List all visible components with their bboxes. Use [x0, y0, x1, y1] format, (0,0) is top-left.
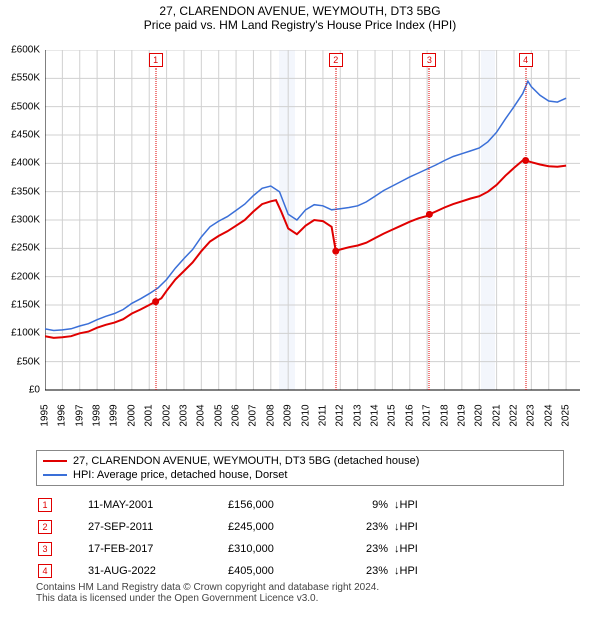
- transaction-row: 227-SEP-2011£245,00023%↓ HPI: [36, 516, 564, 538]
- y-tick-label: £350K: [0, 186, 40, 197]
- event-line: [335, 68, 336, 390]
- transaction-row: 431-AUG-2022£405,00023%↓ HPI: [36, 560, 564, 582]
- y-tick-label: £200K: [0, 271, 40, 282]
- x-tick-label: 2002: [161, 404, 172, 426]
- transaction-number: 3: [38, 542, 52, 556]
- x-tick-label: 2017: [422, 404, 433, 426]
- legend-swatch: [43, 474, 67, 476]
- legend-swatch: [43, 460, 67, 462]
- title-block: 27, CLARENDON AVENUE, WEYMOUTH, DT3 5BG …: [0, 0, 600, 32]
- x-tick-label: 2007: [248, 404, 259, 426]
- legend-item: 27, CLARENDON AVENUE, WEYMOUTH, DT3 5BG …: [43, 454, 557, 468]
- transaction-number: 1: [38, 498, 52, 512]
- transaction-date: 11-MAY-2001: [88, 499, 228, 511]
- transaction-date: 27-SEP-2011: [88, 521, 228, 533]
- x-tick-label: 2014: [370, 404, 381, 426]
- x-tick-label: 1997: [74, 404, 85, 426]
- x-tick-label: 2025: [561, 404, 572, 426]
- x-tick-label: 2011: [317, 405, 328, 427]
- title-line-2: Price paid vs. HM Land Registry's House …: [0, 18, 600, 32]
- y-tick-label: £300K: [0, 215, 40, 226]
- transaction-price: £405,000: [228, 565, 328, 577]
- x-tick-label: 2008: [265, 404, 276, 426]
- x-tick-label: 2001: [144, 404, 155, 426]
- legend: 27, CLARENDON AVENUE, WEYMOUTH, DT3 5BG …: [36, 450, 564, 486]
- y-tick-label: £250K: [0, 243, 40, 254]
- transaction-row: 111-MAY-2001£156,0009%↓ HPI: [36, 494, 564, 516]
- x-tick-label: 2000: [126, 404, 137, 426]
- x-tick-label: 2013: [352, 404, 363, 426]
- x-tick-label: 2009: [283, 404, 294, 426]
- legend-label: 27, CLARENDON AVENUE, WEYMOUTH, DT3 5BG …: [73, 455, 419, 467]
- event-number-box: 3: [422, 53, 436, 67]
- footer-line-1: Contains HM Land Registry data © Crown c…: [36, 582, 379, 593]
- transaction-date: 31-AUG-2022: [88, 565, 228, 577]
- transaction-hpi-label: HPI: [400, 521, 418, 533]
- y-tick-label: £150K: [0, 300, 40, 311]
- x-tick-label: 2015: [387, 404, 398, 426]
- x-tick-label: 2018: [439, 404, 450, 426]
- x-tick-label: 1995: [40, 404, 51, 426]
- chart-plot-area: £0£50K£100K£150K£200K£250K£300K£350K£400…: [45, 50, 580, 406]
- x-tick-label: 2022: [508, 404, 519, 426]
- transaction-price: £310,000: [228, 543, 328, 555]
- event-number-box: 2: [329, 53, 343, 67]
- transaction-delta: 23%: [328, 565, 394, 577]
- transaction-table: 111-MAY-2001£156,0009%↓ HPI227-SEP-2011£…: [36, 494, 564, 582]
- event-line: [525, 68, 526, 390]
- y-tick-label: £50K: [0, 356, 40, 367]
- event-number-box: 4: [519, 53, 533, 67]
- x-tick-label: 2019: [456, 404, 467, 426]
- x-tick-label: 2023: [526, 404, 537, 426]
- footer-line-2: This data is licensed under the Open Gov…: [36, 593, 379, 604]
- transaction-hpi-label: HPI: [400, 499, 418, 511]
- transaction-number: 4: [38, 564, 52, 578]
- transaction-price: £245,000: [228, 521, 328, 533]
- x-tick-label: 2012: [335, 404, 346, 426]
- x-tick-label: 2003: [178, 404, 189, 426]
- transaction-number: 2: [38, 520, 52, 534]
- transaction-hpi-label: HPI: [400, 543, 418, 555]
- transaction-delta: 23%: [328, 521, 394, 533]
- x-tick-label: 1996: [57, 404, 68, 426]
- x-tick-label: 1999: [109, 404, 120, 426]
- event-number-box: 1: [149, 53, 163, 67]
- title-line-1: 27, CLARENDON AVENUE, WEYMOUTH, DT3 5BG: [0, 4, 600, 18]
- chart-container: 27, CLARENDON AVENUE, WEYMOUTH, DT3 5BG …: [0, 0, 600, 620]
- y-tick-label: £450K: [0, 130, 40, 141]
- y-tick-label: £600K: [0, 45, 40, 56]
- transaction-delta: 9%: [328, 499, 394, 511]
- event-line: [429, 68, 430, 390]
- y-tick-label: £500K: [0, 101, 40, 112]
- transaction-hpi-label: HPI: [400, 565, 418, 577]
- legend-item: HPI: Average price, detached house, Dors…: [43, 468, 557, 482]
- x-tick-label: 2021: [491, 404, 502, 426]
- x-tick-label: 2024: [543, 404, 554, 426]
- x-tick-label: 2010: [300, 404, 311, 426]
- y-tick-label: £0: [0, 385, 40, 396]
- chart-svg: [45, 50, 580, 392]
- transaction-price: £156,000: [228, 499, 328, 511]
- x-tick-label: 2016: [404, 404, 415, 426]
- transaction-delta: 23%: [328, 543, 394, 555]
- x-tick-label: 2006: [231, 404, 242, 426]
- footer: Contains HM Land Registry data © Crown c…: [36, 582, 379, 604]
- x-tick-label: 2020: [474, 404, 485, 426]
- x-tick-label: 2005: [213, 404, 224, 426]
- y-tick-label: £400K: [0, 158, 40, 169]
- legend-label: HPI: Average price, detached house, Dors…: [73, 469, 287, 481]
- transaction-row: 317-FEB-2017£310,00023%↓ HPI: [36, 538, 564, 560]
- x-tick-label: 2004: [196, 404, 207, 426]
- y-tick-label: £550K: [0, 73, 40, 84]
- transaction-date: 17-FEB-2017: [88, 543, 228, 555]
- event-line: [155, 68, 156, 390]
- x-tick-label: 1998: [92, 404, 103, 426]
- y-tick-label: £100K: [0, 328, 40, 339]
